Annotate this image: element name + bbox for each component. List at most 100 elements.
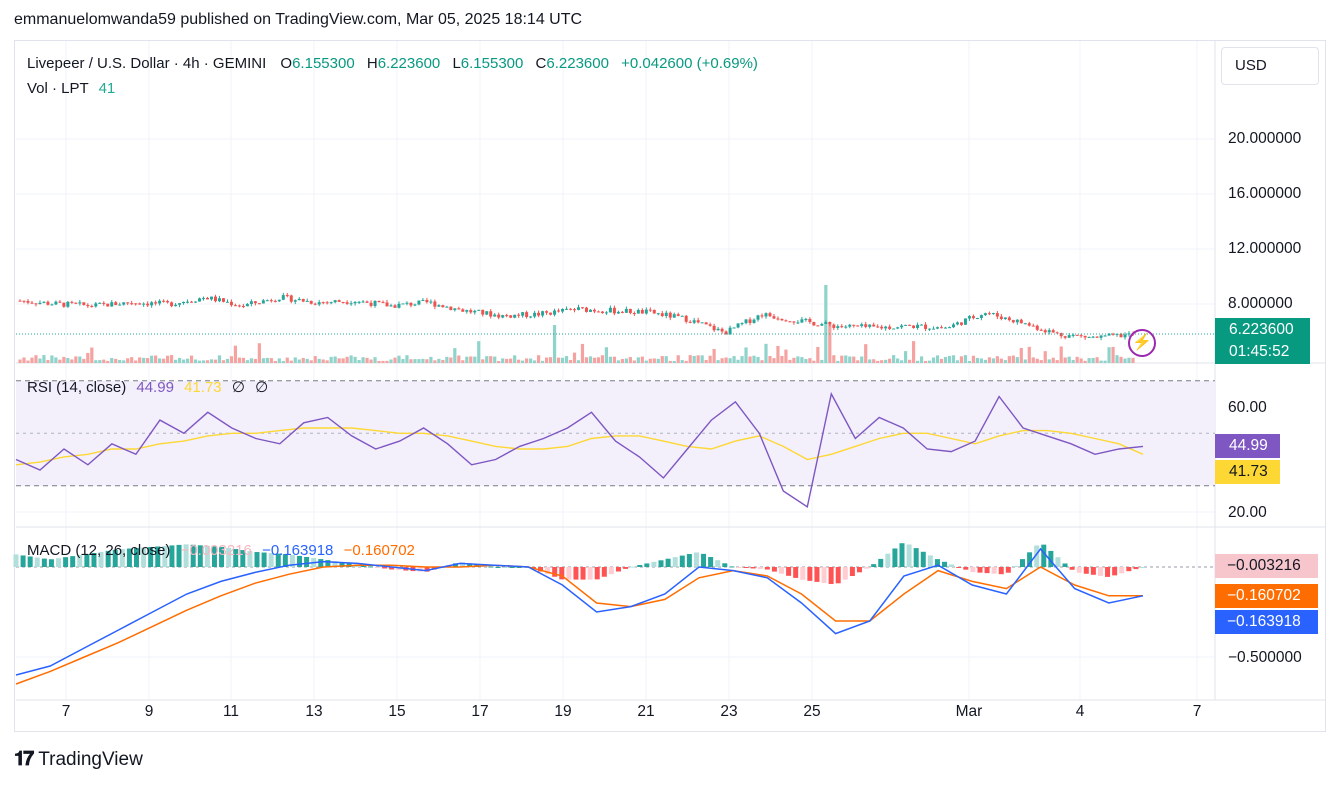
price-tick: 20.000000 [1228, 130, 1302, 147]
volume-bar [951, 355, 956, 363]
volume-bar [652, 358, 656, 363]
tradingview-logo[interactable]: 𝟏𝟕 TradingView [14, 748, 143, 771]
volume-bar [1067, 356, 1071, 363]
candle-body [66, 301, 70, 307]
candle-body [792, 321, 796, 323]
volume-bar [457, 355, 461, 363]
candle-body [62, 302, 66, 307]
volume-bar [162, 358, 166, 363]
candle-body [684, 315, 688, 322]
macd-label[interactable]: MACD (12, 26, close) [27, 542, 171, 559]
macd-histogram-bar [1076, 567, 1082, 573]
candle-body [154, 302, 158, 304]
macd-histogram-bar [644, 563, 650, 567]
volume-bar [269, 358, 273, 363]
candle-body [42, 301, 46, 303]
macd-histogram-bar [736, 567, 742, 568]
macd-histogram-bar [920, 551, 926, 567]
macd-legend: MACD (12, 26, close) −0.003216 −0.163918… [27, 542, 415, 559]
candle-body [1047, 330, 1051, 333]
macd-histogram-bar [396, 567, 402, 571]
candle-body [126, 302, 130, 304]
candle-body [241, 305, 245, 307]
volume-bar [249, 358, 253, 363]
volume-bar [493, 356, 497, 363]
candle-body [441, 305, 445, 308]
candle-body [908, 324, 912, 326]
high-value: 6.223600 [377, 55, 441, 72]
volume-bar [876, 360, 880, 363]
candle-body [1091, 336, 1095, 338]
symbol-label[interactable]: Livepeer / U.S. Dollar · 4h · GEMINI [27, 55, 267, 72]
candle-body [533, 312, 537, 317]
candle-body [700, 322, 704, 324]
lightning-icon[interactable]: ⚡ [1128, 329, 1156, 357]
macd-histogram-bar [148, 546, 154, 567]
volume-bar [94, 360, 98, 363]
volume-bar [636, 357, 640, 363]
macd-histogram-bar [686, 554, 692, 567]
candle-body [385, 302, 389, 307]
candle-body [30, 302, 34, 304]
volume-bar [971, 355, 976, 363]
volume-bar [1039, 360, 1043, 363]
candle-body [233, 305, 237, 307]
rsi-ma-value: 41.73 [184, 379, 222, 396]
candle-body [608, 307, 612, 313]
macd-histogram-bar [304, 556, 310, 567]
candle-body [900, 325, 904, 328]
macd-histogram-bar [637, 565, 643, 567]
volume-bar [261, 358, 265, 363]
candle-body [888, 326, 892, 329]
candle-body [377, 300, 381, 303]
candle-body [170, 302, 174, 307]
volume-bar [369, 359, 373, 363]
candle-body [824, 321, 828, 324]
candle-body [289, 295, 293, 302]
candle-body [868, 324, 872, 327]
volume-bar [449, 357, 453, 363]
volume-bar [309, 360, 313, 363]
candle-body [680, 315, 684, 317]
macd-histogram-bar [977, 567, 983, 573]
volume-bar [237, 357, 242, 363]
macd-histogram-bar [133, 548, 139, 567]
volume-bar [301, 358, 305, 363]
rsi-label[interactable]: RSI (14, close) [27, 379, 127, 396]
macd-histogram-bar [98, 551, 104, 567]
price-legend: Livepeer / U.S. Dollar · 4h · GEMINI O6.… [27, 55, 758, 72]
candle-body [720, 328, 724, 332]
volume-bar [967, 360, 972, 363]
rsi-value: 44.99 [136, 379, 174, 396]
candle-body [987, 313, 991, 315]
candle-body [477, 309, 481, 311]
volume-bar [393, 357, 397, 363]
macd-histogram-bar [814, 567, 820, 582]
macd-histogram-bar [849, 567, 855, 576]
candle-body [481, 309, 485, 315]
volume-label[interactable]: Vol · LPT [27, 80, 89, 97]
candle-body [1027, 323, 1031, 326]
candle-body [58, 301, 62, 303]
macd-histogram-bar [786, 567, 792, 576]
volume-bar [401, 359, 405, 363]
macd-histogram-bar [126, 548, 132, 567]
candle-body [576, 307, 580, 310]
currency-selector[interactable]: USD [1221, 47, 1319, 85]
candle-body [401, 303, 405, 305]
macd-histogram-bar [545, 567, 551, 575]
candle-body [34, 303, 38, 305]
candle-body [517, 314, 521, 316]
candle-body [437, 305, 441, 307]
macd-histogram-bar [885, 553, 891, 567]
x-tick: 23 [720, 703, 738, 720]
volume-bar [884, 359, 888, 363]
candle-body [1079, 335, 1083, 337]
publish-header: emmanuelomwanda59 published on TradingVi… [14, 11, 583, 28]
candle-body [265, 300, 269, 302]
candle-body [106, 303, 110, 307]
macd-histogram-bar [190, 544, 196, 567]
candle-body [688, 321, 692, 323]
macd-histogram-bar [1062, 563, 1068, 567]
macd-histogram-bar [927, 555, 933, 567]
